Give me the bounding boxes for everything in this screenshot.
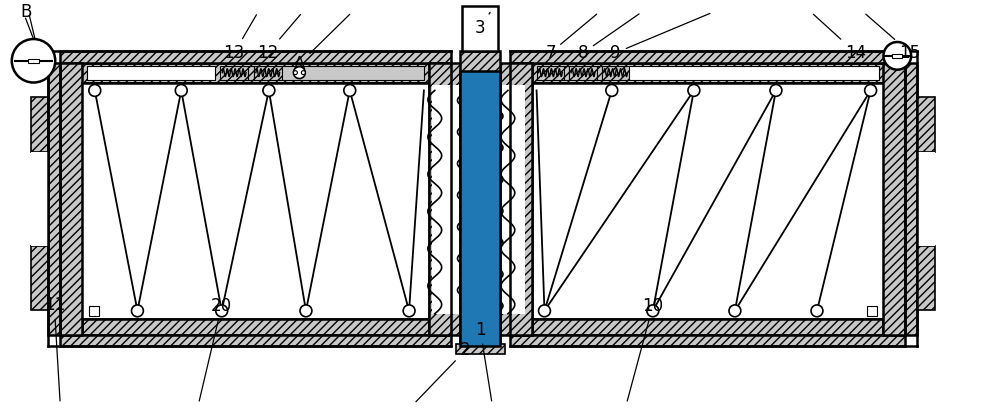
- Circle shape: [132, 305, 143, 317]
- Circle shape: [12, 39, 55, 83]
- Bar: [510, 63, 905, 83]
- Bar: [602, 66, 629, 80]
- Text: 20: 20: [199, 297, 232, 401]
- Bar: [82, 319, 429, 334]
- Bar: [867, 306, 877, 316]
- Bar: [60, 63, 82, 334]
- Circle shape: [301, 71, 305, 75]
- Bar: [460, 71, 500, 347]
- Circle shape: [300, 305, 312, 317]
- Circle shape: [216, 305, 228, 317]
- Bar: [28, 59, 39, 63]
- Circle shape: [770, 85, 782, 96]
- Bar: [60, 63, 451, 83]
- Bar: [60, 51, 451, 63]
- Circle shape: [344, 85, 356, 96]
- Bar: [460, 51, 500, 83]
- Bar: [564, 66, 569, 80]
- Bar: [31, 246, 48, 310]
- Bar: [456, 344, 505, 354]
- Bar: [917, 98, 935, 152]
- Bar: [500, 63, 532, 334]
- Text: 10: 10: [627, 297, 663, 401]
- Bar: [82, 83, 429, 319]
- Bar: [629, 66, 879, 80]
- Text: 1: 1: [475, 321, 492, 401]
- Bar: [31, 98, 48, 152]
- Bar: [510, 51, 905, 63]
- Bar: [460, 83, 500, 347]
- Text: B: B: [20, 3, 31, 21]
- Bar: [532, 319, 883, 334]
- Bar: [463, 83, 497, 330]
- Bar: [60, 334, 451, 347]
- Circle shape: [263, 85, 275, 96]
- Bar: [89, 306, 99, 316]
- Bar: [510, 334, 905, 347]
- Circle shape: [647, 305, 659, 317]
- Circle shape: [865, 85, 877, 96]
- Circle shape: [89, 85, 101, 96]
- Bar: [501, 85, 525, 314]
- Bar: [248, 66, 254, 80]
- Bar: [220, 66, 248, 80]
- Bar: [917, 152, 935, 246]
- Text: 9: 9: [610, 13, 710, 62]
- Circle shape: [403, 305, 415, 317]
- Bar: [892, 54, 902, 58]
- Circle shape: [175, 85, 187, 96]
- Circle shape: [729, 305, 741, 317]
- Bar: [429, 63, 451, 334]
- Text: 2: 2: [416, 342, 471, 402]
- Bar: [532, 83, 883, 319]
- Bar: [537, 66, 564, 80]
- Text: 13: 13: [224, 15, 256, 62]
- Bar: [597, 66, 602, 80]
- Circle shape: [606, 85, 618, 96]
- Text: 3: 3: [475, 12, 490, 37]
- Circle shape: [539, 305, 550, 317]
- Circle shape: [293, 71, 297, 75]
- Bar: [462, 6, 498, 51]
- Bar: [917, 246, 935, 310]
- Bar: [510, 63, 532, 334]
- Text: 15: 15: [866, 14, 921, 62]
- Bar: [31, 152, 48, 246]
- Bar: [87, 66, 215, 80]
- Text: 12: 12: [257, 15, 301, 62]
- Circle shape: [883, 42, 911, 70]
- Text: A: A: [294, 14, 350, 73]
- Circle shape: [293, 67, 305, 78]
- Bar: [254, 66, 282, 80]
- Bar: [883, 63, 905, 334]
- Circle shape: [811, 305, 823, 317]
- Text: 14: 14: [813, 14, 866, 62]
- Bar: [429, 63, 482, 334]
- Text: 8: 8: [578, 14, 639, 62]
- Bar: [569, 66, 597, 80]
- Bar: [432, 85, 459, 314]
- Bar: [905, 63, 917, 334]
- Bar: [48, 63, 60, 334]
- Text: 11: 11: [44, 296, 65, 401]
- Circle shape: [688, 85, 700, 96]
- Bar: [282, 66, 424, 80]
- Text: 7: 7: [545, 14, 597, 62]
